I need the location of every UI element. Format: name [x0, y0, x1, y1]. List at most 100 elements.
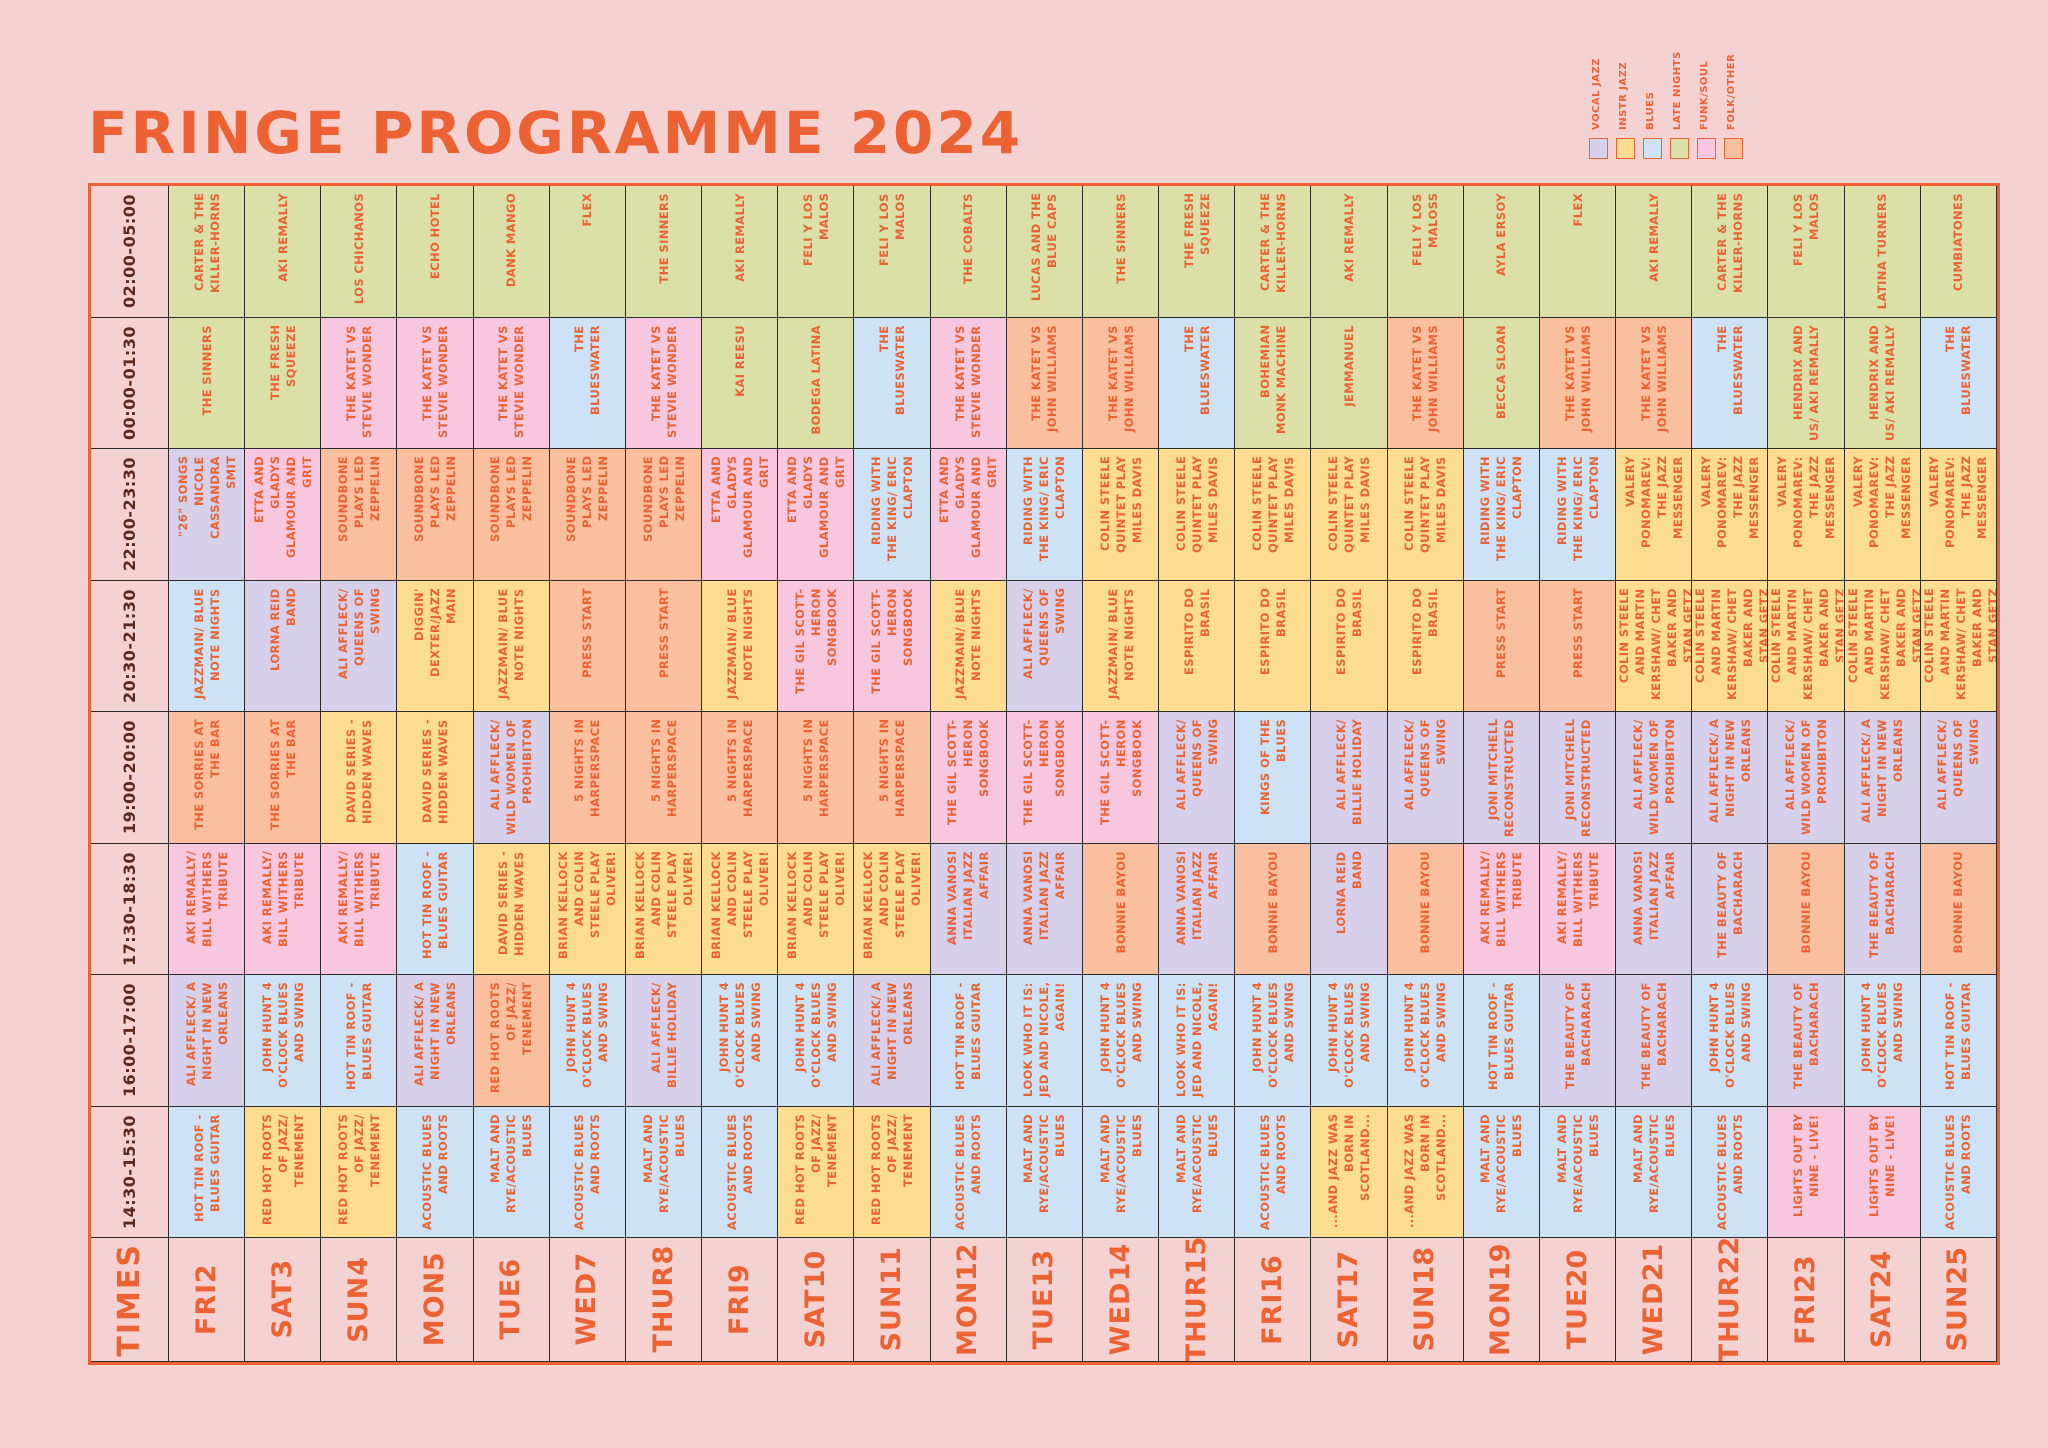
event-title: The Katet vs John Williams — [1105, 324, 1136, 432]
day-number: 16 — [1256, 1254, 1288, 1293]
event-title: Acoustic Blues and Roots — [953, 1113, 984, 1230]
event-title: Aki Remally/ Bill Withers Tribute — [259, 850, 306, 947]
day-number: 24 — [1866, 1250, 1898, 1289]
day-header: SUN 11 — [854, 1238, 931, 1362]
event-cell: The Gil Scott-Heron Songbook — [854, 580, 931, 712]
event-cell: Aki Remally — [245, 186, 322, 318]
event-title: Kings of the Blues — [1257, 719, 1288, 816]
event-cell: The Beauty of Bacharach — [1539, 975, 1617, 1107]
event-cell: Press Start — [1463, 580, 1540, 712]
event-title: Colin Steele Quintet Play Miles Davis — [1249, 456, 1296, 554]
event-cell: John Hunt 4 O'Clock Blues and Swing — [1692, 975, 1769, 1107]
event-title: Anna Vanosi Italian Jazz Affair — [1173, 850, 1220, 945]
event-title: Hendrix and Us/ Aki Remally — [1867, 324, 1898, 441]
event-title: The Fresh Squeeze — [267, 324, 298, 400]
event-cell: John Hunt 4 O'Clock Blues and Swing — [778, 975, 855, 1107]
event-cell: Acoustic Blues and Roots — [702, 1106, 779, 1238]
day-of-week: SUN — [1409, 1284, 1441, 1352]
event-title: Jazzmain/ Blue Note Nights — [724, 587, 755, 699]
event-title: Colin Steele Quintet Play Miles Davis — [1402, 456, 1449, 554]
event-cell: The Sinners — [1082, 186, 1160, 318]
event-title: Ali Affleck/ Queens of Swing — [1402, 719, 1449, 810]
day-of-week: WED — [1104, 1281, 1136, 1356]
event-cell: Acoustic Blues and Roots — [1692, 1106, 1769, 1238]
event-title: Colin Steele Quintet Play Miles Davis — [1097, 456, 1144, 554]
day-number: 7 — [571, 1253, 603, 1273]
event-title: Lucas and the Blue Caps — [1029, 193, 1060, 302]
event-title: Malt and Rye/Acoustic Blues — [1021, 1113, 1068, 1213]
event-cell: The Blueswater — [1920, 317, 1997, 449]
event-cell: Look Who It Is: Jed and Nicole, Again! — [1159, 975, 1236, 1107]
event-title: Acoustic Blues and Roots — [1714, 1113, 1745, 1230]
event-title: Brian Kellock and Colin Steele Play Oliv… — [861, 850, 924, 959]
event-title: Espirito do Brasil — [1257, 587, 1288, 675]
event-title: The Beauty of Bacharach — [1562, 982, 1593, 1089]
day-of-week: WED — [1637, 1281, 1669, 1356]
event-cell: Brian Kellock and Colin Steele Play Oliv… — [549, 843, 626, 975]
time-slot-label: 17:30-18:30 — [91, 843, 169, 975]
event-title: The Gil Scott-Heron Songbook — [1021, 719, 1068, 825]
event-cell: Latina Turners — [1844, 186, 1921, 318]
event-cell: Valery Ponomarev: The Jazz Messenger — [1844, 449, 1921, 581]
event-title: Jemmanuel — [1342, 324, 1357, 407]
event-cell: John Hunt 4 O'Clock Blues and Swing — [1844, 975, 1921, 1107]
event-title: Red Hot Roots of Jazz/ Tenement — [869, 1113, 916, 1225]
legend: VOCAL JAZZ INSTR JAZZ BLUES LATE NIGHTS FUNK… — [1588, 30, 1748, 165]
event-title: Colin Steele Quintet Play Miles Davis — [1326, 456, 1373, 554]
event-title: Press Start — [1494, 587, 1509, 678]
day-of-week: THUR — [647, 1265, 679, 1353]
event-cell: Jazzmain/ Blue Note Nights — [930, 580, 1007, 712]
event-cell: Anna Vanosi Italian Jazz Affair — [930, 843, 1007, 975]
day-number: 18 — [1409, 1247, 1441, 1285]
day-number: 6 — [495, 1259, 527, 1278]
event-cell: The Gil Scott-Heron Songbook — [778, 580, 855, 712]
event-cell: Lights Out by Nine - Live! — [1768, 1106, 1845, 1238]
event-cell: Etta and Gladys Glamour and Grit — [702, 449, 779, 581]
event-cell: Aki Remally/ Bill Withers Tribute — [1463, 843, 1540, 975]
event-cell: Bohemian Monk Machine — [1235, 317, 1312, 449]
time-slot-text: 22:00-23:30 — [120, 457, 139, 572]
event-title: Ali Affleck/ Billie Holiday — [1334, 719, 1365, 826]
event-title: Bodega Latina — [808, 324, 823, 434]
event-title: Hot Tin Roof - Blues Guitar — [1943, 982, 1974, 1090]
day-of-week: FRI — [723, 1282, 755, 1336]
event-cell: Jazzmain/ Blue Note Nights — [702, 580, 779, 712]
time-slot-text: 00:00-01:30 — [120, 325, 139, 440]
event-cell: Hot Tin Roof - Blues Guitar — [397, 843, 474, 975]
legend-label: BLUES — [1645, 91, 1656, 130]
legend-swatch — [1697, 138, 1716, 159]
event-title: Soundbone Plays Led Zeppelin — [564, 456, 611, 543]
event-cell: Hot Tin Roof - Blues Guitar — [1920, 975, 1997, 1107]
event-title: Hot Tin Roof - Blues Guitar — [1486, 982, 1517, 1090]
day-header: THUR 22 — [1692, 1238, 1769, 1362]
event-cell: Carter & the Killer-Horns — [169, 186, 246, 318]
day-header: FRI 23 — [1768, 1238, 1845, 1362]
event-title: The Katet vs Stevie Wonder — [343, 324, 374, 438]
legend-item: INSTR JAZZ — [1615, 30, 1637, 165]
day-number: 19 — [1485, 1243, 1517, 1281]
event-cell: Valery Ponomarev: The Jazz Messenger — [1920, 449, 1997, 581]
event-cell: The Blueswater — [854, 317, 931, 449]
time-slot-label: 14:30-15:30 — [91, 1106, 169, 1238]
event-cell: Ali Affleck/ Queens of Swing — [321, 580, 398, 712]
event-title: Becca Sloan — [1494, 324, 1509, 419]
event-cell: Bonnie Bayou — [1082, 843, 1160, 975]
day-header: FRI 2 — [169, 1238, 246, 1362]
event-cell: Espirito do Brasil — [1311, 580, 1388, 712]
event-cell: Aki Remally/ Bill Withers Tribute — [1539, 843, 1617, 975]
event-title: John Hunt 4 O'Clock Blues and Swing — [259, 982, 306, 1089]
event-cell: The Katet vs John Williams — [1539, 317, 1617, 449]
day-of-week: WED — [571, 1272, 603, 1346]
event-cell: Ali Affleck/ Queens of Swing — [1387, 712, 1464, 844]
event-cell: The Katet vs Stevie Wonder — [321, 317, 398, 449]
event-cell: The Gil Scott-Heron Songbook — [1006, 712, 1083, 844]
event-cell: Lights Out by Nine - Live! — [1844, 1106, 1921, 1238]
event-title: The Gil Scott-Heron Songbook — [1097, 719, 1144, 825]
event-cell: Ali Affleck/ A Night in New Orleans — [169, 975, 246, 1107]
event-title: The Fresh Squeeze — [1181, 193, 1212, 269]
event-title: Joni Mitchell Reconstructed — [1486, 719, 1517, 837]
day-of-week: TUE — [495, 1278, 527, 1340]
event-cell: John Hunt 4 O'Clock Blues and Swing — [702, 975, 779, 1107]
event-title: Ali Affleck/ Billie Holiday — [648, 982, 679, 1089]
event-title: Acoustic Blues and Roots — [572, 1113, 603, 1230]
